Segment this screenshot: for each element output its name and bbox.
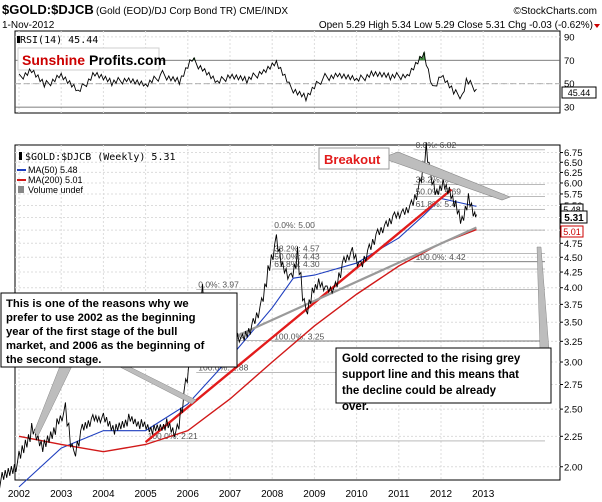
y-tick-label: 2.50 bbox=[564, 405, 583, 416]
note-line: Gold corrected to the rising grey bbox=[342, 353, 521, 365]
chart-symbol: $GOLD:$DJCB bbox=[2, 2, 94, 17]
x-tick-label: 2002 bbox=[8, 489, 31, 500]
right-note-box bbox=[335, 347, 552, 404]
chart-description: (Gold (EOD)/DJ Corp Bond TR) CME/INDX bbox=[96, 6, 288, 17]
note-line: market, and 2006 as the beginning of bbox=[6, 340, 205, 352]
y-tick-label: 6.25 bbox=[564, 168, 583, 179]
fib-label: 100.0%: 2.88 bbox=[198, 363, 248, 373]
breakout-callout bbox=[318, 147, 390, 170]
rsi-legend-swatch bbox=[17, 36, 20, 43]
x-tick-label: 2005 bbox=[134, 489, 157, 500]
y-tick-label: 3.50 bbox=[564, 318, 583, 329]
note-line: year of the first stage of the bull bbox=[6, 326, 177, 338]
rsi-panel bbox=[14, 30, 561, 114]
rsi-tick-label: 90 bbox=[564, 32, 575, 43]
note-line: This is one of the reasons why we bbox=[6, 298, 189, 310]
price-legend-main: $GOLD:$DJCB (Weekly) 5.31 bbox=[25, 152, 176, 163]
label-box-ma50-text: 5.48 bbox=[563, 205, 581, 215]
ma50-line bbox=[18, 197, 477, 488]
fib-label: 0.0%: 6.82 bbox=[416, 140, 457, 150]
fib-label: 0.0%: 3.97 bbox=[198, 280, 239, 290]
y-tick-label: 6.00 bbox=[564, 178, 583, 189]
x-tick-label: 2012 bbox=[430, 489, 453, 500]
y-tick-label: 2.00 bbox=[564, 462, 583, 473]
x-tick-label: 2008 bbox=[261, 489, 284, 500]
y-tick-label: 4.00 bbox=[564, 283, 583, 294]
breakout-label: Breakout bbox=[324, 152, 381, 167]
rsi-current-value: 45.44 bbox=[568, 88, 591, 98]
ohlc-readout: Open 5.29 High 5.34 Low 5.29 Close 5.31 … bbox=[319, 20, 593, 31]
note-line: prefer to use 2002 as the beginning bbox=[6, 312, 196, 324]
y-tick-label: 2.75 bbox=[564, 380, 583, 391]
x-tick-label: 2011 bbox=[388, 489, 410, 500]
y-tick-label: 5.75 bbox=[564, 189, 583, 200]
breakout-callout-pointer bbox=[381, 151, 511, 201]
label-box-ma200 bbox=[560, 225, 584, 238]
logo-box bbox=[17, 47, 160, 71]
y-tick-label: 4.25 bbox=[564, 268, 583, 279]
y-tick-label: 6.75 bbox=[564, 148, 583, 159]
fib-label: 61.8%: 5.4 bbox=[416, 199, 457, 209]
rsi-tick-label: 50 bbox=[564, 79, 575, 90]
note-line: the second stage. bbox=[6, 354, 101, 366]
stockcharts-brand: ©StockCharts.com bbox=[513, 6, 597, 17]
y-tick-label: 6.50 bbox=[564, 158, 583, 169]
label-box-close bbox=[560, 210, 588, 224]
right-note: Gold corrected to the rising grey support… bbox=[342, 353, 521, 413]
x-tick-label: 2013 bbox=[472, 489, 495, 500]
note-line: support line and this means that bbox=[342, 369, 519, 381]
y-tick-label: 3.25 bbox=[564, 337, 583, 348]
legend-volume-swatch bbox=[18, 186, 24, 193]
rsi-legend: RSI(14) 45.44 bbox=[20, 35, 98, 46]
x-tick-label: 2007 bbox=[219, 489, 242, 500]
x-tick-label: 2010 bbox=[345, 489, 368, 500]
fib-label: 100.0%: 3.25 bbox=[274, 331, 324, 341]
left-note-box bbox=[0, 292, 238, 368]
fib-label: 0.0%: 5.00 bbox=[274, 220, 315, 230]
note-line: over. bbox=[342, 401, 369, 413]
rsi-tick-label: 30 bbox=[564, 103, 575, 114]
label-box-ma200-text: 5.01 bbox=[563, 227, 581, 237]
fib-label: 61.8%: 4.30 bbox=[274, 259, 320, 269]
x-tick-label: 2009 bbox=[303, 489, 326, 500]
ma200-line bbox=[18, 228, 477, 453]
x-tick-label: 2003 bbox=[50, 489, 73, 500]
y-tick-label: 4.75 bbox=[564, 239, 583, 250]
chart-date: 1-Nov-2012 bbox=[2, 20, 55, 31]
rsi-tick-label: 70 bbox=[564, 56, 575, 67]
fib-label: 50.0%: 5.69 bbox=[416, 187, 462, 197]
rsi-line bbox=[18, 50, 477, 103]
label-box-close-text: 5.31 bbox=[564, 213, 584, 224]
y-tick-label: 3.75 bbox=[564, 300, 583, 311]
price-legend-volume: Volume undef bbox=[28, 185, 84, 195]
price-legend-ma200: MA(200) 5.01 bbox=[28, 175, 83, 185]
y-tick-label: 2.25 bbox=[564, 432, 583, 443]
fib-label: 38.2%: 5.96 bbox=[416, 175, 462, 185]
fib-label: 100.0%: 4.42 bbox=[416, 252, 466, 262]
y-tick-label: 3.00 bbox=[564, 358, 583, 369]
price-legend-ma50: MA(50) 5.48 bbox=[28, 165, 78, 175]
y-tick-label: 4.50 bbox=[564, 253, 583, 264]
logo: Sunshine Profits.com bbox=[22, 52, 166, 68]
legend-main-swatch bbox=[19, 152, 22, 160]
red-trendline bbox=[144, 188, 453, 444]
left-note: This is one of the reasons why we prefer … bbox=[6, 298, 205, 366]
rsi-current-box bbox=[561, 86, 597, 99]
down-triangle-icon bbox=[594, 24, 600, 28]
x-tick-label: 2006 bbox=[177, 489, 200, 500]
note-line: the decline could be already bbox=[342, 385, 497, 397]
x-tick-label: 2004 bbox=[92, 489, 115, 500]
